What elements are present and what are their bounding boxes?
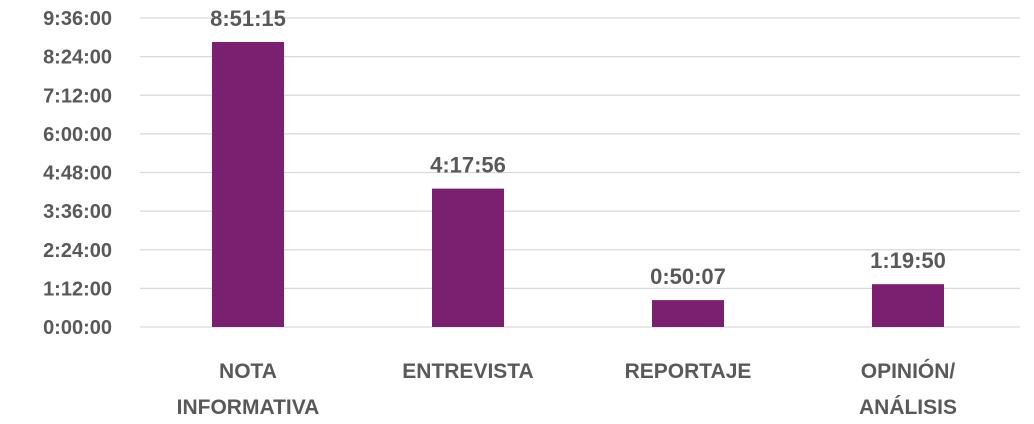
y-tick-label: 0:00:00 xyxy=(43,317,112,339)
y-tick-label: 2:24:00 xyxy=(43,240,112,262)
bar xyxy=(652,300,724,327)
x-tick-label: REPORTAJE xyxy=(625,360,752,383)
y-tick-label: 8:24:00 xyxy=(43,47,112,69)
y-tick-label: 6:00:00 xyxy=(43,124,112,146)
y-tick-label: 3:36:00 xyxy=(43,201,112,223)
data-label: 1:19:50 xyxy=(870,248,946,273)
bar xyxy=(872,284,944,327)
y-tick-label: 7:12:00 xyxy=(43,85,112,107)
bar xyxy=(432,188,504,327)
data-label: 0:50:07 xyxy=(650,264,726,289)
y-tick-label: 4:48:00 xyxy=(43,163,112,185)
x-tick-label: INFORMATIVA xyxy=(177,396,320,419)
x-tick-label: ANÁLISIS xyxy=(859,396,957,419)
bar xyxy=(212,42,284,328)
x-tick-label: NOTA xyxy=(219,360,277,383)
data-label: 8:51:15 xyxy=(210,6,286,31)
x-tick-label: ENTREVISTA xyxy=(402,360,533,383)
x-tick-label: OPINIÓN/ xyxy=(861,359,956,383)
y-tick-label: 9:36:00 xyxy=(43,8,112,30)
y-tick-label: 1:12:00 xyxy=(43,278,112,300)
data-label: 4:17:56 xyxy=(430,153,506,178)
